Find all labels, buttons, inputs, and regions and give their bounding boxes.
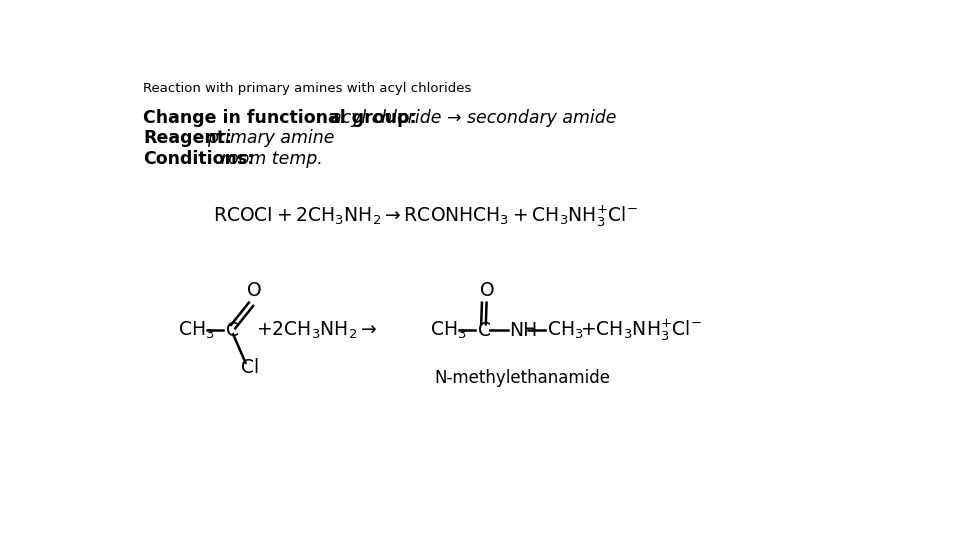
Text: primary amine: primary amine	[206, 130, 334, 147]
Text: Conditions:: Conditions:	[143, 150, 254, 167]
Text: room temp.: room temp.	[221, 150, 323, 167]
Text: $\mathregular{+ CH_3NH_3^{+}Cl^{-}}$: $\mathregular{+ CH_3NH_3^{+}Cl^{-}}$	[581, 318, 703, 343]
Text: $\mathregular{+ 2CH_3NH_2 \rightarrow}$: $\mathregular{+ 2CH_3NH_2 \rightarrow}$	[255, 320, 377, 341]
Text: Reaction with primary amines with acyl chlorides: Reaction with primary amines with acyl c…	[143, 82, 471, 94]
Text: $\mathregular{CH_3}$: $\mathregular{CH_3}$	[179, 320, 215, 341]
Text: $\mathregular{CH_3}$: $\mathregular{CH_3}$	[430, 320, 467, 341]
Text: $\mathregular{CH_3}$: $\mathregular{CH_3}$	[547, 320, 584, 341]
Text: Reagent:: Reagent:	[143, 130, 232, 147]
Text: acyl chloride → secondary amide: acyl chloride → secondary amide	[331, 110, 616, 127]
Text: C: C	[478, 321, 492, 340]
Text: C: C	[227, 321, 239, 340]
Text: O: O	[480, 281, 495, 300]
Text: O: O	[247, 281, 262, 300]
Text: Change in functional group:: Change in functional group:	[143, 110, 417, 127]
Text: Cl: Cl	[241, 358, 259, 377]
Text: N-methylethanamide: N-methylethanamide	[434, 369, 610, 387]
Text: NH: NH	[509, 321, 538, 340]
Text: $\mathregular{RCOCI +2CH_3NH_2 \rightarrow RCONHCH_3 + CH_3NH_3^{+}Cl^{-}}$: $\mathregular{RCOCI +2CH_3NH_2 \rightarr…	[213, 204, 637, 230]
